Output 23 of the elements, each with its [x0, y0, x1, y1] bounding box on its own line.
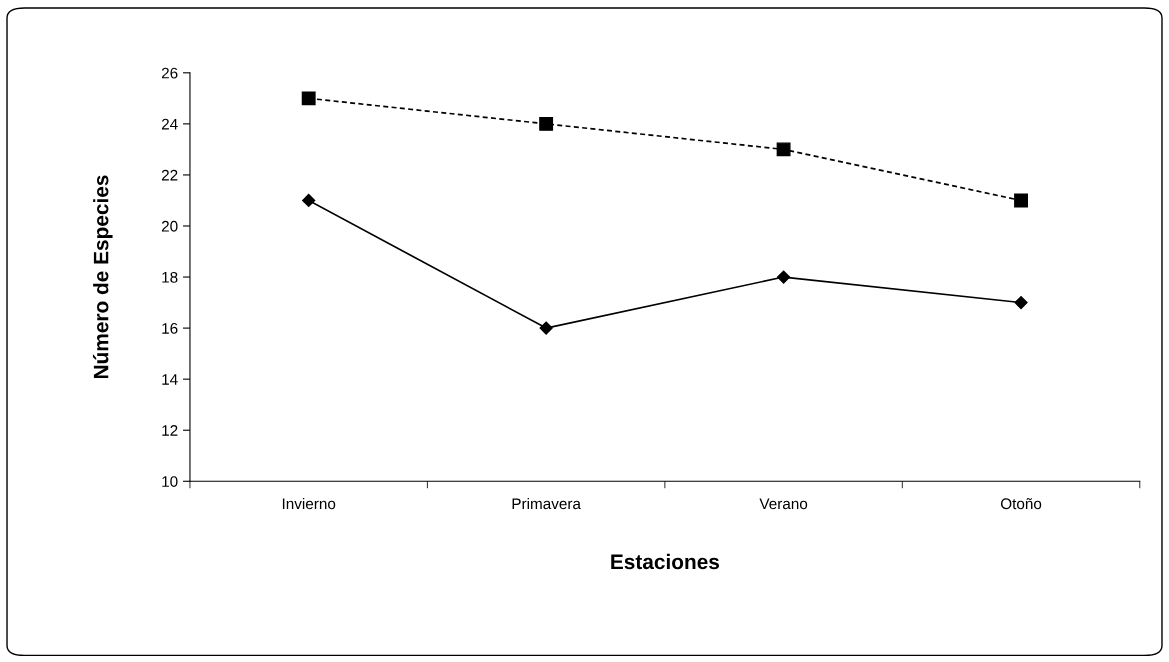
point: [776, 142, 791, 157]
point: [301, 91, 316, 106]
y-tick-label: 12: [162, 425, 178, 436]
y-tick-label: 18: [162, 271, 178, 283]
y-tick-label: 24: [161, 118, 178, 130]
y-tick-label: 26: [161, 67, 178, 79]
x-tick-label: Primavera: [512, 497, 581, 510]
y-axis-title: Número de Especies: [92, 175, 113, 379]
point: [539, 321, 553, 335]
point: [777, 270, 791, 284]
y-tick-label: 10: [162, 476, 178, 487]
y-tick-label: 14: [162, 374, 178, 385]
x-tick-label: Otoño: [1000, 498, 1042, 510]
point: [302, 193, 316, 208]
y-tick-label: 22: [161, 169, 178, 181]
point: [539, 116, 554, 131]
point: [1014, 295, 1028, 310]
x-tick-label: Verano: [759, 498, 808, 510]
x-axis-title: Estaciones: [611, 553, 720, 570]
y-tick-label: 20: [161, 220, 178, 232]
y-tick-label: 16: [162, 322, 178, 334]
point: [1014, 193, 1028, 208]
x-tick-label: Invierno: [282, 497, 336, 510]
